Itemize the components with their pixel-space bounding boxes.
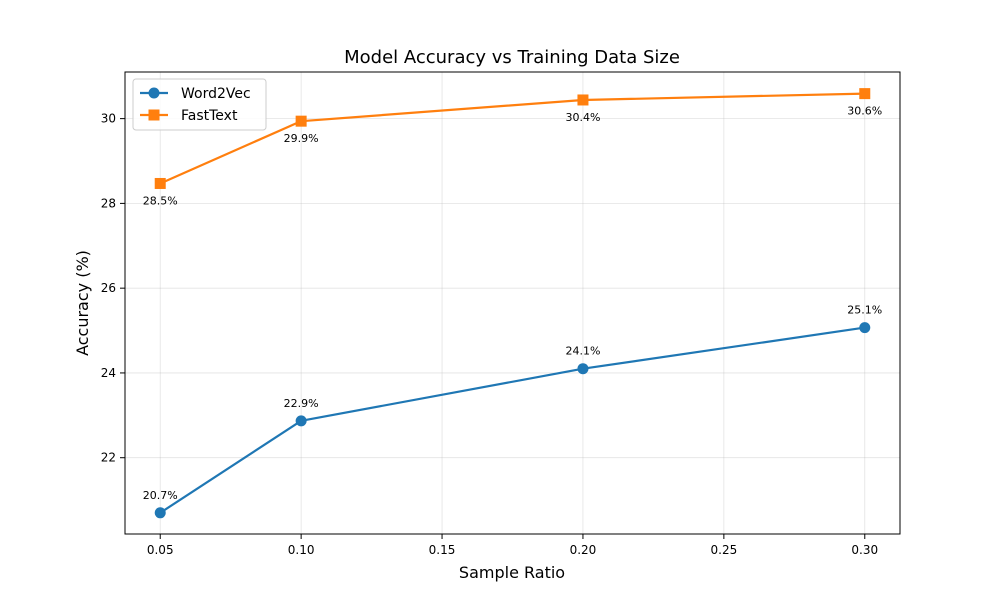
x-axis-title: Sample Ratio [459, 563, 565, 582]
chart-title: Model Accuracy vs Training Data Size [344, 47, 680, 68]
fasttext-data-label: 29.9% [284, 132, 319, 145]
word2vec-marker [577, 363, 589, 375]
word2vec-legend-marker [148, 87, 160, 99]
fasttext-data-label: 28.5% [143, 194, 178, 207]
word2vec-data-label: 24.1% [565, 345, 600, 358]
y-tick-label: 24 [101, 366, 116, 380]
fasttext-legend-label: FastText [181, 108, 238, 124]
axis-ticks: 0.05 0.10 0.15 0.20 0.25 0.30 22 24 26 28 30 [101, 112, 878, 557]
y-axis-title: Accuracy (%) [73, 250, 92, 356]
word2vec-marker [859, 322, 871, 334]
fasttext-marker [577, 94, 589, 106]
y-tick-label: 26 [101, 281, 116, 295]
word2vec-data-label: 20.7% [143, 489, 178, 502]
x-tick-label: 0.30 [851, 543, 878, 557]
fasttext-marker [859, 88, 871, 100]
x-tick-label: 0.10 [288, 543, 315, 557]
x-tick-label: 0.05 [147, 543, 174, 557]
word2vec-line [159, 326, 866, 514]
fasttext-marker [154, 177, 166, 189]
word2vec-data-label: 22.9% [284, 397, 319, 410]
fasttext-data-label: 30.6% [847, 105, 882, 118]
word2vec-data-label: 25.1% [847, 304, 882, 317]
plot-frame [124, 71, 901, 535]
y-tick-label: 30 [101, 112, 116, 126]
series-lines [154, 88, 871, 519]
data-labels: 20.7% 22.9% 24.1% 25.1% 28.5% 29.9% 30.4% 30.6% [143, 105, 882, 502]
fasttext-data-label: 30.4% [565, 111, 600, 124]
fasttext-legend-marker [148, 109, 160, 121]
y-tick-label: 28 [101, 196, 116, 210]
x-tick-label: 0.20 [570, 543, 597, 557]
fasttext-marker [295, 115, 307, 127]
y-tick-label: 22 [101, 451, 116, 465]
grid-lines [125, 72, 900, 534]
x-tick-label: 0.15 [429, 543, 456, 557]
word2vec-marker [154, 507, 166, 519]
word2vec-marker [295, 415, 307, 427]
legend-box [132, 78, 267, 131]
fasttext-line [159, 92, 866, 185]
word2vec-legend-label: Word2Vec [181, 86, 251, 102]
legend: Word2Vec FastText [132, 78, 267, 131]
x-tick-label: 0.25 [711, 543, 738, 557]
